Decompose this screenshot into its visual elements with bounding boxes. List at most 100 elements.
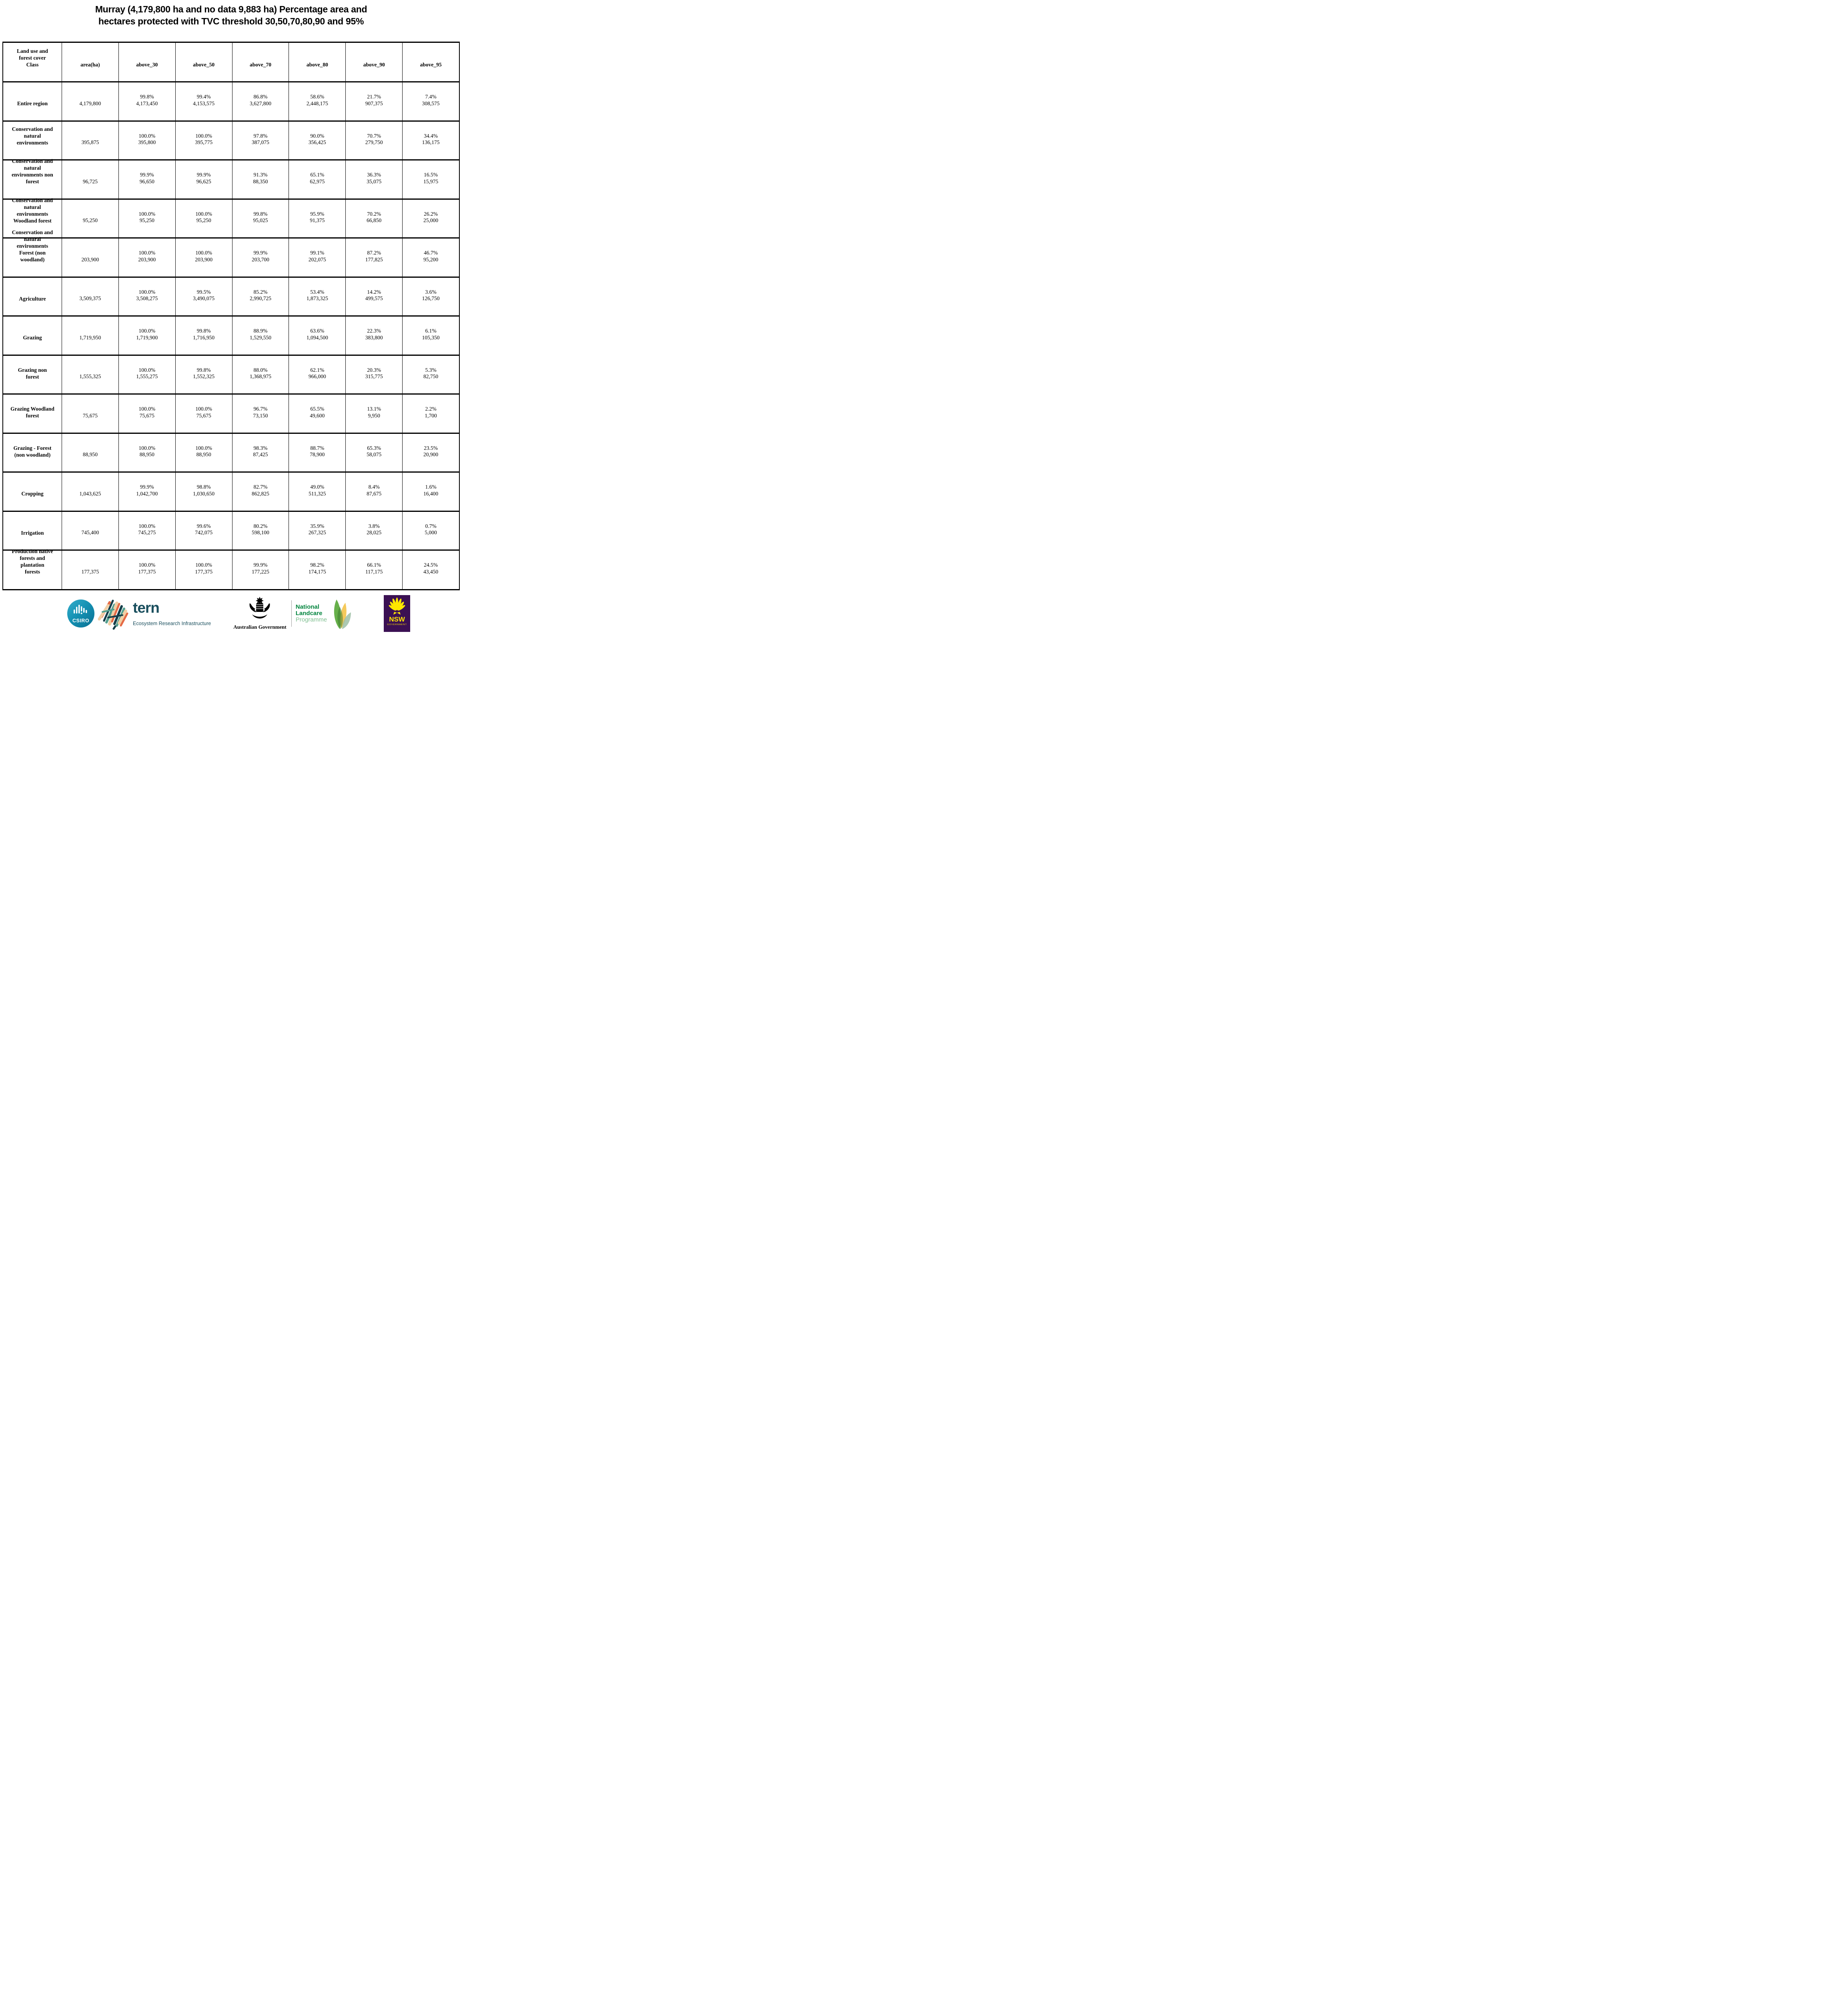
- value-cell: 100.0% 95,250: [175, 199, 232, 238]
- value-cell: 99.8% 4,173,450: [118, 82, 175, 121]
- report-page: { "title": { "line1": "Murray (4,179,800…: [0, 0, 462, 632]
- value-cell: 99.1% 202,075: [289, 238, 345, 277]
- csiro-sunburst-icon: [74, 605, 87, 614]
- page-title-line1: Murray (4,179,800 ha and no data 9,883 h…: [95, 4, 367, 14]
- value-cell: 20.3% 315,775: [345, 355, 402, 394]
- csiro-wordmark: CSIRO: [72, 618, 90, 624]
- table-header-row: Land use and forest cover Class area(ha) a…: [3, 43, 459, 82]
- area-cell: 177,375: [62, 550, 118, 589]
- value-cell: 96.7% 73,150: [232, 394, 289, 433]
- area-cell: 88,950: [62, 433, 118, 472]
- value-cell: 100.0% 177,375: [118, 550, 175, 589]
- value-cell: 86.8% 3,627,800: [232, 82, 289, 121]
- row-label: Grazing Woodland forest: [10, 406, 54, 419]
- nsw-government-text: GOVERNMENT: [387, 624, 407, 626]
- area-cell: 3,509,375: [62, 277, 118, 316]
- table-row: Irrigation 745,400 100.0% 745,275 99.6% 742…: [2, 510, 460, 550]
- column-header-0: Land use and forest cover Class: [16, 48, 48, 68]
- column-header-1: area(ha): [62, 43, 118, 82]
- column-header-2: above_30: [118, 43, 175, 82]
- value-cell: 98.2% 174,175: [289, 550, 345, 589]
- row-label: Entire region: [17, 100, 48, 106]
- value-cell: 36.3% 35,075: [345, 160, 402, 199]
- table-row: Grazing non forest 1,555,325 100.0% 1,555,…: [2, 354, 460, 394]
- table-row: Conservation and natural environments Wo…: [2, 197, 460, 238]
- value-cell: 34.4% 136,175: [402, 121, 459, 160]
- nsw-wordmark: NSW: [389, 616, 405, 623]
- area-cell: 1,555,325: [62, 355, 118, 394]
- value-cell: 35.9% 267,325: [289, 511, 345, 550]
- column-header-4: above_70: [232, 43, 289, 82]
- value-cell: 21.7% 907,375: [345, 82, 402, 121]
- value-cell: 65.1% 62,975: [289, 160, 345, 199]
- value-cell: 85.2% 2,990,725: [232, 277, 289, 316]
- area-cell: 745,400: [62, 511, 118, 550]
- value-cell: 13.1% 9,950: [345, 394, 402, 433]
- area-cell: 4,179,800: [62, 82, 118, 121]
- value-cell: 100.0% 395,775: [175, 121, 232, 160]
- value-cell: 65.5% 49,600: [289, 394, 345, 433]
- value-cell: 49.0% 511,325: [289, 472, 345, 511]
- area-cell: 1,043,625: [62, 472, 118, 511]
- row-label: Conservation and natural environments no…: [12, 158, 53, 184]
- value-cell: 100.0% 75,675: [175, 394, 232, 433]
- value-cell: 88.7% 78,900: [289, 433, 345, 472]
- value-cell: 66.1% 117,175: [345, 550, 402, 589]
- value-cell: 100.0% 177,375: [175, 550, 232, 589]
- tern-australia-icon: [98, 599, 128, 630]
- value-cell: 99.6% 742,075: [175, 511, 232, 550]
- value-cell: 26.2% 25,000: [402, 199, 459, 238]
- value-cell: 99.8% 1,552,325: [175, 355, 232, 394]
- value-cell: 100.0% 745,275: [118, 511, 175, 550]
- value-cell: 91.3% 88,350: [232, 160, 289, 199]
- table-row: Agriculture 3,509,375 100.0% 3,508,275 99.5…: [2, 276, 460, 316]
- landcare-wordmark-line2: Landcare: [295, 610, 323, 617]
- value-cell: 7.4% 308,575: [402, 82, 459, 121]
- value-cell: 58.6% 2,448,175: [289, 82, 345, 121]
- australian-coat-of-arms-icon: [249, 597, 270, 619]
- table-row: Conservation and natural environments no…: [2, 158, 460, 199]
- value-cell: 99.9% 177,225: [232, 550, 289, 589]
- value-cell: 100.0% 203,900: [175, 238, 232, 277]
- value-cell: 100.0% 95,250: [118, 199, 175, 238]
- landcare-leaves-icon: [334, 599, 351, 629]
- nsw-waratah-icon: [389, 597, 405, 615]
- value-cell: 100.0% 203,900: [118, 238, 175, 277]
- value-cell: 80.2% 598,100: [232, 511, 289, 550]
- row-label: Grazing - Forest (non woodland): [13, 445, 52, 458]
- value-cell: 88.0% 1,368,975: [232, 355, 289, 394]
- value-cell: 3.6% 126,750: [402, 277, 459, 316]
- value-cell: 90.0% 356,425: [289, 121, 345, 160]
- national-landcare-logo: National Landcare Programme: [296, 597, 353, 630]
- area-cell: 395,875: [62, 121, 118, 160]
- value-cell: 62.1% 966,000: [289, 355, 345, 394]
- column-header-5: above_80: [289, 43, 345, 82]
- value-cell: 70.7% 279,750: [345, 121, 402, 160]
- table-row: Grazing 1,719,950 100.0% 1,719,900 99.8% 1,…: [2, 315, 460, 355]
- landcare-wordmark-line1: National: [295, 604, 319, 610]
- value-cell: 99.9% 1,042,700: [118, 472, 175, 511]
- value-cell: 100.0% 88,950: [175, 433, 232, 472]
- row-label: Agriculture: [19, 295, 46, 302]
- value-cell: 99.9% 96,650: [118, 160, 175, 199]
- value-cell: 99.9% 96,625: [175, 160, 232, 199]
- row-label: Conservation and natural environments Fo…: [12, 229, 53, 263]
- value-cell: 2.2% 1,700: [402, 394, 459, 433]
- table-row: Cropping 1,043,625 99.9% 1,042,700 98.8% 1,…: [2, 471, 460, 511]
- row-label: Grazing non forest: [18, 367, 47, 380]
- value-cell: 87.2% 177,825: [345, 238, 402, 277]
- value-cell: 1.6% 16,400: [402, 472, 459, 511]
- value-cell: 63.6% 1,094,500: [289, 316, 345, 355]
- table-row: Grazing Woodland forest 75,675 100.0% 75,6…: [2, 393, 460, 433]
- value-cell: 99.8% 95,025: [232, 199, 289, 238]
- table-row: Conservation and natural environments 395…: [2, 120, 460, 160]
- table-body: Entire region 4,179,800 99.8% 4,173,450 99.…: [2, 81, 460, 589]
- value-cell: 5.3% 82,750: [402, 355, 459, 394]
- column-header-7: above_95: [402, 43, 459, 82]
- value-cell: 99.4% 4,153,575: [175, 82, 232, 121]
- csiro-logo: CSIRO: [67, 599, 94, 628]
- column-header-3: above_50: [175, 43, 232, 82]
- area-cell: 95,250: [62, 199, 118, 238]
- value-cell: 14.2% 499,575: [345, 277, 402, 316]
- column-header-6: above_90: [345, 43, 402, 82]
